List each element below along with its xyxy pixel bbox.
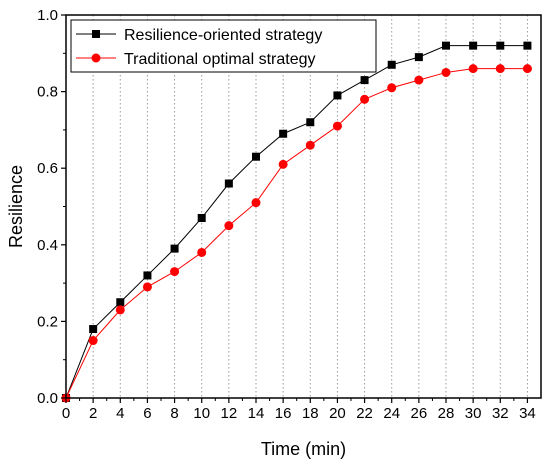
data-point: [224, 179, 233, 188]
y-tick-label: 0.2: [37, 313, 58, 330]
data-point: [441, 67, 451, 77]
data-point: [469, 41, 478, 50]
series-1: [62, 41, 532, 402]
data-point: [360, 76, 369, 85]
legend-item-2: Traditional optimal strategy: [76, 51, 316, 68]
data-point: [252, 152, 260, 161]
data-point: [143, 271, 152, 280]
series-2: [61, 64, 532, 403]
y-axis-title: Resilience: [6, 165, 26, 248]
data-point: [523, 41, 532, 50]
x-tick-label: 0: [62, 405, 70, 422]
data-point: [332, 121, 342, 131]
data-point: [306, 118, 315, 127]
legend-label: Resilience-oriented strategy: [124, 27, 322, 44]
data-point: [442, 41, 450, 50]
data-point: [251, 198, 261, 208]
data-point: [170, 267, 180, 277]
x-tick-label: 14: [248, 405, 265, 422]
data-point: [387, 60, 396, 69]
x-tick-label: 34: [519, 405, 536, 422]
legend-label: Traditional optimal strategy: [124, 51, 316, 68]
x-tick-label: 30: [465, 405, 482, 422]
x-tick-label: 28: [438, 405, 455, 422]
x-tick-label: 8: [170, 405, 178, 422]
data-point: [414, 75, 424, 85]
data-point: [89, 325, 98, 334]
data-point: [495, 64, 505, 74]
data-point: [414, 53, 423, 62]
series-line-2: [65, 68, 528, 399]
legend-marker: [92, 30, 100, 38]
data-point: [115, 305, 125, 315]
y-tick-label: 0.6: [37, 160, 58, 177]
data-point: [496, 41, 505, 50]
legend-box: [70, 19, 377, 73]
x-tick-label: 6: [143, 405, 151, 422]
y-tick-label: 0.4: [37, 237, 58, 254]
series-line-1: [65, 45, 528, 399]
x-tick-label: 2: [89, 405, 97, 422]
data-point: [522, 64, 532, 74]
series-layer: [61, 41, 532, 403]
data-point: [360, 94, 370, 104]
x-tick-label: 22: [356, 405, 373, 422]
x-tick-label: 10: [193, 405, 210, 422]
x-tick-label: 20: [329, 405, 346, 422]
x-axis: 0 2 4 6 8 10 12 14 16 18 20 22 24 26 28 30 32 34: [62, 398, 536, 422]
data-point: [305, 140, 315, 150]
data-point: [197, 213, 206, 222]
data-point: [116, 298, 125, 307]
legend: Resilience-oriented strategy Traditional …: [70, 19, 377, 73]
y-tick-label: 1.0: [37, 7, 58, 24]
x-tick-label: 4: [116, 405, 124, 422]
data-point: [278, 159, 288, 169]
y-tick-label: 0.8: [37, 84, 58, 101]
data-point: [224, 221, 234, 231]
data-point: [142, 282, 152, 292]
data-point: [387, 83, 397, 93]
x-tick-label: 18: [302, 405, 319, 422]
x-tick-label: 16: [275, 405, 292, 422]
legend-item-1: Resilience-oriented strategy: [76, 27, 322, 44]
y-tick-label: 0.0: [37, 390, 58, 407]
x-axis-title: Time (min): [261, 439, 346, 459]
x-tick-label: 12: [221, 405, 238, 422]
x-tick-label: 26: [411, 405, 428, 422]
data-point: [279, 129, 288, 138]
data-point: [468, 64, 478, 74]
y-axis: 0.0 0.2 0.4 0.6 0.8 1.0: [37, 7, 66, 407]
legend-marker: [91, 53, 101, 63]
data-point: [88, 336, 98, 346]
data-point: [170, 244, 179, 253]
data-point: [197, 247, 207, 257]
x-tick-label: 32: [492, 405, 509, 422]
x-tick-label: 24: [383, 405, 400, 422]
data-point: [333, 91, 342, 100]
